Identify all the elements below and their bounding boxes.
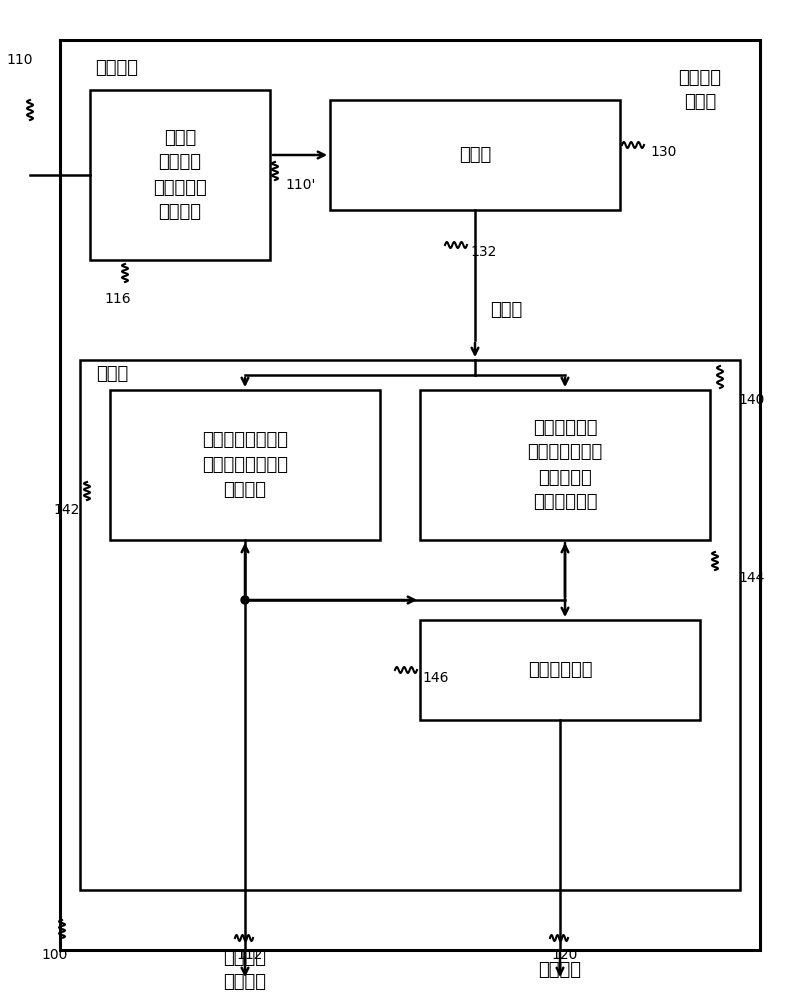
Text: 112: 112 <box>236 948 263 962</box>
Text: 比较器: 比较器 <box>96 365 128 383</box>
Bar <box>90 90 270 260</box>
Bar <box>60 40 760 950</box>
Text: 数字事件
发生器: 数字事件 发生器 <box>678 68 722 111</box>
Text: 110': 110' <box>285 178 315 192</box>
Text: 计数值: 计数值 <box>490 301 522 319</box>
Bar <box>420 620 700 720</box>
Text: 142: 142 <box>54 503 80 517</box>
Text: 110: 110 <box>7 53 33 67</box>
Text: 132: 132 <box>470 245 496 259</box>
Text: 144: 144 <box>738 571 764 585</box>
Text: 响应于检测到
事件接近发生，
评估高时间
分辨率计数值: 响应于检测到 事件接近发生， 评估高时间 分辨率计数值 <box>527 418 603 512</box>
Circle shape <box>241 596 249 604</box>
Bar <box>110 390 380 540</box>
Text: 146: 146 <box>422 671 448 685</box>
Text: 140: 140 <box>738 393 764 407</box>
Bar <box>80 360 740 890</box>
Text: 评估低时间分辨率
计数值以检测事件
接近发生: 评估低时间分辨率 计数值以检测事件 接近发生 <box>202 431 288 499</box>
Text: 提供事件信号: 提供事件信号 <box>528 661 593 679</box>
Text: 时钟信号: 时钟信号 <box>95 59 138 77</box>
Bar <box>420 390 710 540</box>
Text: 计数器: 计数器 <box>459 146 491 164</box>
Text: 100: 100 <box>42 948 69 962</box>
Text: 数字事件
时间信息: 数字事件 时间信息 <box>224 948 266 992</box>
Text: 116: 116 <box>105 292 132 306</box>
Text: 130: 130 <box>650 145 676 159</box>
Text: 120: 120 <box>552 948 578 962</box>
Text: 事件信号: 事件信号 <box>538 961 582 979</box>
Bar <box>330 100 620 210</box>
Text: 可选：
可切换的
时钟选通／
预缩放器: 可选： 可切换的 时钟选通／ 预缩放器 <box>153 128 207 222</box>
